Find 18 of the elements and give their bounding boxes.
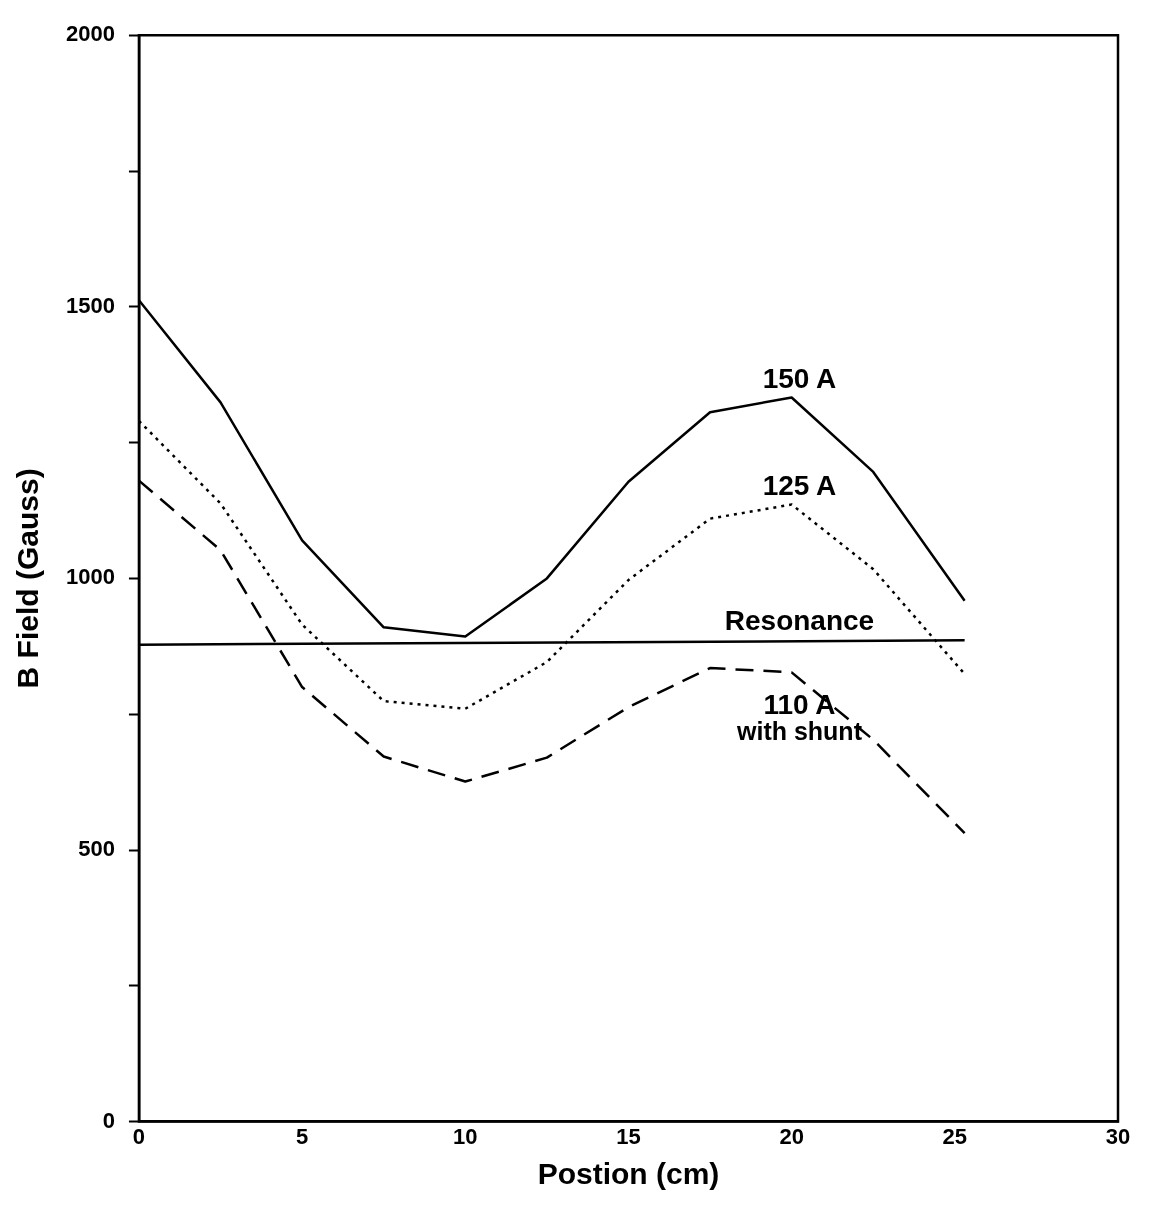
x-tick-label: 15 [616, 1123, 641, 1149]
x-tick-label: 10 [453, 1123, 478, 1149]
x-tick-label: 30 [1105, 1123, 1131, 1149]
y-tick-label: 1500 [65, 292, 115, 318]
series-label: Resonance [724, 605, 875, 637]
series-label: 125 A [762, 469, 837, 501]
x-tick-label: 5 [295, 1123, 309, 1149]
x-axis-title: Postion (cm) [537, 1157, 720, 1191]
y-axis-title: B Field (Gauss) [11, 468, 45, 689]
x-tick-label: 0 [132, 1123, 146, 1149]
y-tick-label: 2000 [65, 21, 115, 47]
y-tick-label: 0 [102, 1107, 115, 1133]
y-tick-label: 500 [78, 836, 115, 862]
series-label: 110 A with shunt [735, 689, 863, 746]
series-label: 150 A [762, 362, 837, 394]
y-tick-label: 1000 [65, 564, 115, 590]
x-tick-label: 25 [942, 1123, 968, 1149]
x-tick-label: 20 [779, 1123, 804, 1149]
